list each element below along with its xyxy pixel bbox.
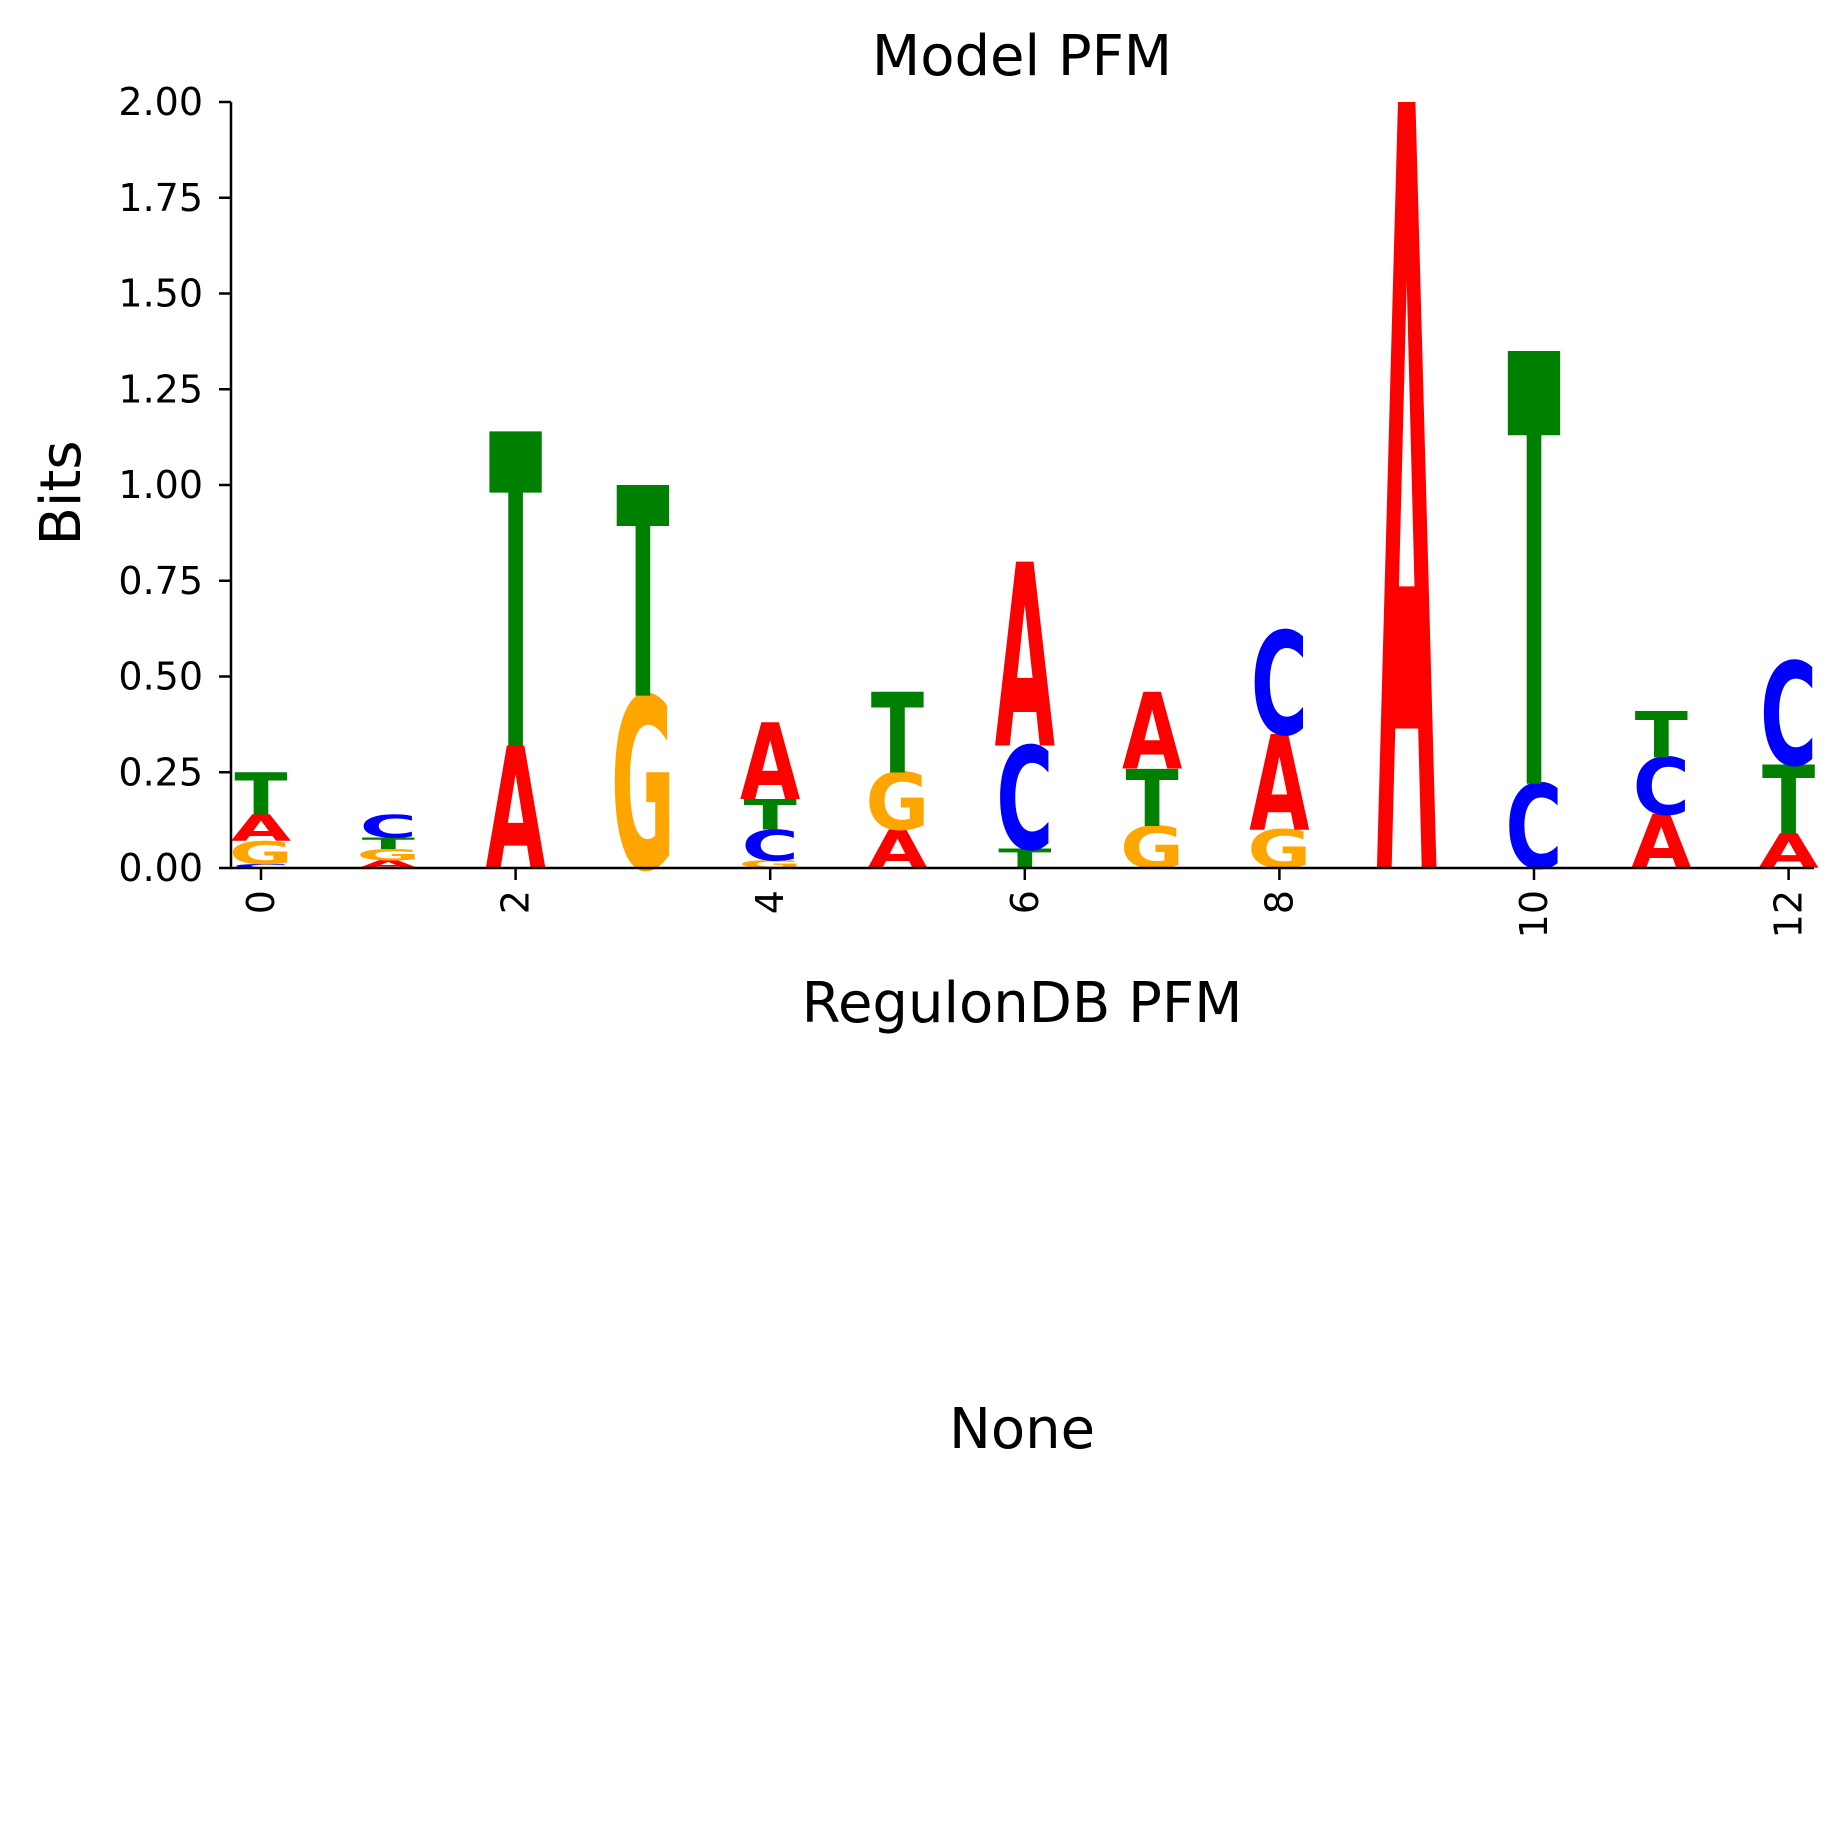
logo-letter-t: T [616,428,669,764]
y-tick-label: 1.50 [118,272,203,316]
y-tick-label: 0.00 [118,846,203,890]
x-tick-label: 12 [1767,890,1811,938]
x-tick-label: 6 [1003,890,1047,914]
logo-letter-t: T [1762,747,1815,856]
logo-letter-a: A [485,711,545,907]
logo-letter-g: G [1247,819,1311,881]
y-tick-label: 0.75 [118,559,203,603]
logo-letter-t: T [489,347,543,848]
logo-letter-c: C [1505,762,1562,896]
logo-letter-c: C [1760,633,1817,798]
logo-letter-t: T [234,761,287,828]
logo-letter-a: A [1122,671,1183,794]
logo-letter-g: G [229,836,293,873]
logo-letter-t: T [871,669,924,798]
y-tick-label: 0.25 [118,750,203,794]
logo-letter-c: C [996,717,1053,882]
logo-letter-c: C [1251,603,1308,768]
y-tick-label: 1.25 [118,367,203,411]
logo-letter-a: A [1377,0,1438,1116]
logo-letter-a: A [1631,800,1692,885]
x-tick-label: 0 [239,890,283,914]
x-tick-label: 10 [1512,890,1556,938]
y-tick-label: 1.75 [118,176,203,220]
logo-letter-stacks: CGATAGTCATGTGCTAAGTTCAGTAGACACTACTATCGTC… [229,0,1819,1116]
chart-title: Model PFM [872,24,1172,89]
logo-letter-c: C [232,863,289,869]
logo-letter-c: C [742,821,799,870]
logo-letter-a: A [995,513,1055,806]
y-tick-label: 1.00 [118,463,203,507]
logo-letter-g: G [611,649,675,924]
logo-letter-t: T [1126,753,1180,845]
logo-letter-g: G [866,757,930,849]
logo-letter-t: T [1507,233,1561,924]
logo-letter-a: A [867,819,928,881]
empty-panel-label: None [949,1397,1095,1462]
logo-letter-g: G [1120,815,1184,882]
logo-letter-t: T [744,791,798,840]
logo-letter-g: G [356,846,420,864]
logo-letter-t: T [362,835,416,853]
x-tick-label: 8 [1257,890,1301,914]
x-tick-label: 4 [748,890,792,914]
y-axis-ticks: 0.00 0.25 0.50 0.75 1.00 1.25 1.50 1.75 2.00 [118,80,231,890]
logo-letter-t: T [1635,698,1688,772]
logo-letter-a: A [1249,709,1310,861]
logo-letter-c: C [1633,742,1690,834]
x-axis-label: RegulonDB PFM [802,971,1243,1036]
x-tick-label: 2 [494,890,538,914]
logo-letter-c: C [360,809,417,846]
y-tick-label: 0.50 [118,655,203,699]
logo-letter-a: A [1758,825,1818,880]
y-tick-label: 2.00 [118,80,203,124]
logo-letter-a: A [231,807,291,850]
logo-letter-a: A [740,701,801,824]
y-axis-label: Bits [29,440,94,545]
x-axis-ticks: 024681012141618202224 [239,868,1811,938]
